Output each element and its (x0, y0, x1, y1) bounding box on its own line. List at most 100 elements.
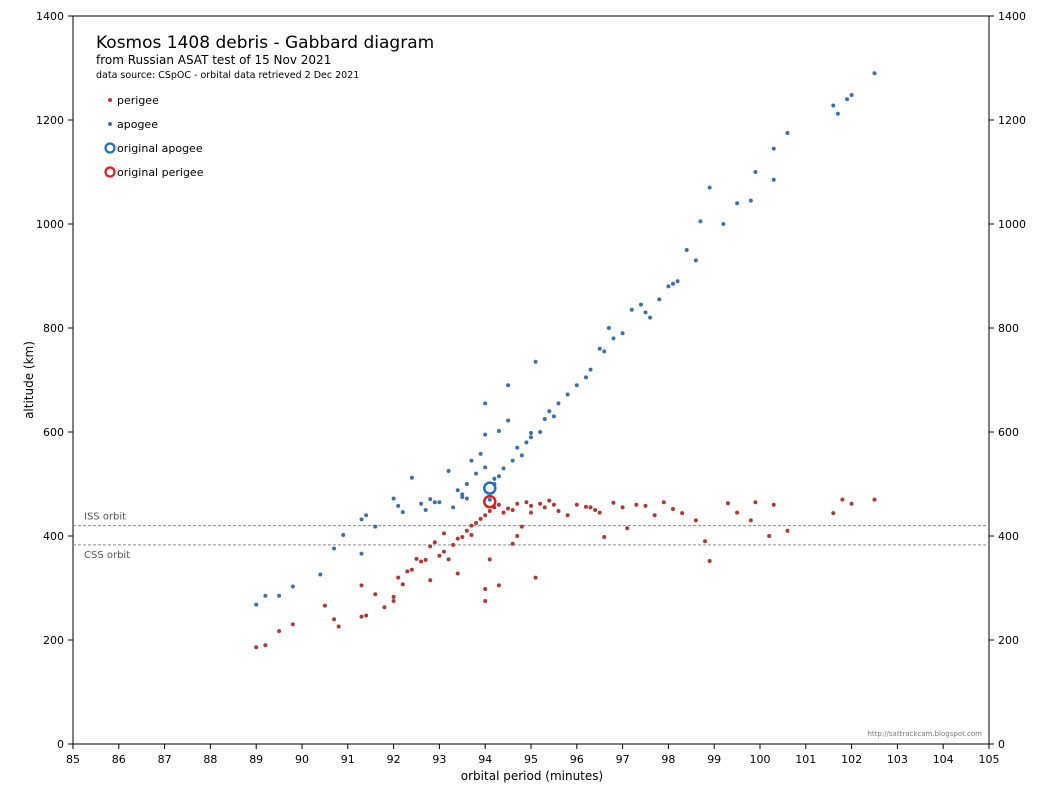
perigee-point (464, 528, 469, 533)
legend-label: original perigee (117, 166, 204, 179)
perigee-point (510, 541, 515, 546)
perigee-point (277, 629, 282, 634)
x-tick-label: 91 (341, 753, 355, 766)
y-tick-label-right: 1200 (998, 114, 1026, 127)
perigee-point (542, 505, 547, 510)
apogee-point (492, 476, 497, 481)
apogee-point (643, 310, 648, 315)
perigee-point (707, 558, 712, 563)
apogee-point (290, 584, 295, 589)
apogee-point (373, 524, 378, 529)
perigee-point (359, 583, 364, 588)
x-tick-label: 95 (524, 753, 538, 766)
x-tick-label: 90 (295, 753, 309, 766)
y-tick-label-right: 1400 (998, 10, 1026, 23)
apogee-point (831, 103, 836, 108)
apogee-point (675, 279, 680, 284)
perigee-point (661, 500, 666, 505)
apogee-point (547, 409, 552, 414)
perigee-point (451, 542, 456, 547)
y-tick-label-right: 400 (998, 530, 1019, 543)
perigee-point (409, 567, 414, 572)
reference-line-label: ISS orbit (84, 512, 126, 523)
apogee-point (602, 349, 607, 354)
x-tick-label: 94 (478, 753, 492, 766)
apogee-point (574, 383, 579, 388)
apogee-point (698, 219, 703, 224)
apogee-point (496, 474, 501, 479)
perigee-point (391, 599, 396, 603)
perigee-point (703, 539, 708, 544)
apogee-point (620, 331, 625, 336)
apogee-point (606, 326, 611, 330)
apogee-point (332, 546, 337, 551)
y-tick-label-left: 200 (43, 634, 64, 647)
x-tick-label: 98 (661, 753, 675, 766)
perigee-point (670, 506, 675, 511)
legend-label: apogee (117, 118, 158, 131)
perigee-point (593, 508, 598, 512)
apogee-point (629, 307, 634, 312)
x-axis: 85 86 87 88 89 90 91 92 93 94 95 96 97 98 99 100 101 102 1… (66, 744, 1000, 766)
perigee-point (771, 502, 776, 507)
apogee-point (753, 170, 758, 174)
apogee-point (460, 495, 465, 499)
apogee-point (657, 297, 662, 302)
apogee-point (446, 469, 451, 473)
chart-title: Kosmos 1408 debris - Gabbard diagram (96, 33, 434, 53)
reference-lines: ISS orbit CSS orbit (73, 512, 989, 561)
perigee-point (501, 510, 506, 515)
x-tick-label: 101 (795, 753, 816, 766)
perigee-point (556, 509, 561, 514)
perigee-point (538, 501, 543, 506)
apogee-point (529, 435, 533, 440)
apogee-point (597, 346, 602, 351)
perigee-point (419, 559, 424, 564)
perigee-point (391, 594, 396, 599)
apogee-point (487, 497, 492, 502)
legend-label: original apogee (117, 142, 203, 155)
perigee-point (529, 503, 533, 508)
perigee-point (849, 501, 854, 506)
apogee-point (400, 510, 405, 515)
perigee-point (400, 582, 405, 587)
apogee-point (263, 593, 268, 598)
perigee-point (643, 503, 648, 508)
apogee-point (845, 97, 850, 102)
perigee-point (753, 500, 758, 505)
perigee-point (487, 557, 492, 562)
apogee-point (835, 111, 840, 116)
perigee-point (693, 518, 698, 523)
legend-marker (108, 122, 112, 126)
x-tick-label: 104 (933, 753, 954, 766)
apogee-point (611, 336, 616, 341)
perigee-point (446, 557, 451, 562)
credit-url: http://sattrackcam.blogspot.com (867, 730, 982, 738)
apogee-point (423, 508, 428, 512)
perigee-point (469, 523, 474, 528)
apogee-point (428, 497, 433, 502)
apogee-point (515, 445, 520, 450)
apogee-point (849, 93, 854, 98)
perigee-point (373, 592, 378, 597)
perigee-point (574, 502, 579, 507)
original-perigee-marker (483, 494, 497, 509)
apogee-point (318, 572, 323, 577)
apogee-point (506, 418, 511, 423)
apogee-point (469, 458, 474, 463)
perigee-point (583, 504, 588, 509)
apogee-point (341, 532, 346, 537)
x-axis-title: orbital period (minutes) (461, 769, 603, 783)
y-tick-label-right: 200 (998, 634, 1019, 647)
perigee-point (748, 518, 753, 523)
x-tick-label: 85 (66, 753, 80, 766)
perigee-point (483, 513, 488, 518)
perigee-point (620, 505, 625, 510)
x-tick-label: 103 (887, 753, 908, 766)
x-tick-label: 92 (387, 753, 401, 766)
perigee-point (364, 613, 369, 618)
perigee-point (336, 624, 341, 629)
apogee-point (359, 551, 364, 556)
perigee-point (405, 569, 410, 574)
